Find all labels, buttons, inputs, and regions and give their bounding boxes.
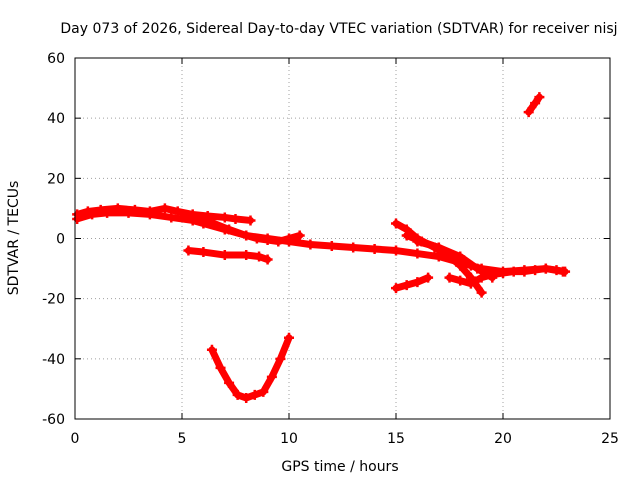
data-point	[249, 389, 260, 400]
x-tick-label: 10	[280, 431, 298, 447]
data-point	[465, 278, 476, 289]
data-point	[219, 212, 230, 223]
data-point	[508, 266, 519, 277]
series-track-7	[412, 236, 498, 283]
y-tick-label: 60	[47, 51, 65, 67]
data-point	[284, 233, 294, 244]
data-point	[102, 207, 113, 218]
data-point	[144, 209, 155, 220]
data-point	[412, 277, 423, 288]
y-axis-label: SDTVAR / TECUs	[6, 181, 22, 296]
data-point	[530, 98, 541, 109]
data-point	[198, 247, 209, 258]
data-point	[455, 251, 466, 262]
y-tick-label: 20	[47, 171, 65, 187]
data-point	[523, 107, 534, 118]
data-point	[254, 251, 265, 262]
data-point	[401, 280, 412, 291]
data-point	[266, 371, 277, 382]
x-tick-label: 25	[601, 431, 619, 447]
series-track-11	[523, 92, 545, 118]
series-track-10	[206, 332, 294, 403]
data-point	[305, 239, 316, 250]
data-point	[87, 209, 98, 220]
data-point	[534, 92, 545, 103]
x-tick-label: 15	[387, 431, 405, 447]
data-point	[245, 215, 256, 226]
data-point	[412, 248, 423, 259]
series-track-2	[72, 207, 568, 277]
data-point	[423, 272, 434, 283]
data-point	[530, 265, 541, 276]
data-point	[258, 386, 269, 397]
y-tick-label: -40	[42, 352, 65, 368]
y-tick-label: -20	[42, 292, 65, 308]
series-track-4	[183, 245, 273, 265]
grid	[75, 58, 610, 419]
data-point	[187, 213, 198, 224]
data-point	[444, 272, 455, 283]
data-point	[326, 241, 337, 252]
data-point	[476, 287, 487, 298]
chart-title: Day 073 of 2026, Sidereal Day-to-day VTE…	[60, 21, 617, 37]
data-point	[183, 245, 194, 256]
data-point	[209, 218, 220, 229]
data-point	[206, 344, 217, 355]
data-point	[166, 212, 177, 223]
data-point	[232, 389, 243, 400]
data-point	[224, 377, 235, 388]
series-track-9	[391, 272, 434, 294]
y-tick-label: 0	[56, 232, 65, 248]
data-point	[391, 245, 401, 256]
data-point	[487, 269, 498, 280]
series-line	[392, 274, 432, 292]
data-point	[391, 283, 401, 294]
data-point	[498, 268, 508, 279]
data-point	[241, 250, 252, 261]
x-axis-label: GPS time / hours	[281, 459, 398, 475]
axis-ticks: 0 5 10 15 20 25 -60 -40 -20 0 20 40 60	[42, 51, 619, 447]
data-point	[284, 332, 294, 343]
data-point	[455, 275, 466, 286]
data-point	[551, 265, 562, 276]
data-point	[348, 242, 359, 253]
data-point	[391, 218, 401, 229]
data-point	[72, 213, 83, 224]
data-point	[262, 254, 273, 265]
x-tick-label: 20	[494, 431, 512, 447]
data-point	[519, 266, 530, 277]
data-point	[472, 263, 483, 274]
data-point	[560, 266, 571, 277]
y-tick-label: 40	[47, 111, 65, 127]
series-line	[208, 334, 293, 402]
data-point	[241, 230, 252, 241]
data-point	[262, 235, 273, 246]
series-line	[73, 209, 567, 276]
data-point	[241, 392, 252, 403]
data-point	[476, 272, 487, 283]
data-point	[401, 230, 412, 241]
data-point	[294, 230, 305, 241]
data-point	[224, 224, 235, 235]
data-point	[433, 242, 444, 253]
data-point	[123, 207, 134, 218]
data-point	[251, 233, 262, 244]
y-tick-label: -60	[42, 412, 65, 428]
data-point	[159, 203, 170, 214]
series-track-8	[444, 263, 571, 289]
x-tick-label: 0	[71, 431, 80, 447]
series-track-3	[187, 213, 305, 247]
data-point	[412, 236, 423, 247]
data-point	[369, 244, 380, 255]
data-point	[540, 263, 551, 274]
data-point	[172, 206, 183, 217]
data-point	[273, 236, 284, 247]
data-point	[215, 362, 226, 373]
data-point	[275, 353, 286, 364]
data-point	[219, 250, 230, 261]
data-point	[230, 213, 241, 224]
plot-area	[72, 92, 571, 403]
x-tick-label: 5	[178, 431, 187, 447]
